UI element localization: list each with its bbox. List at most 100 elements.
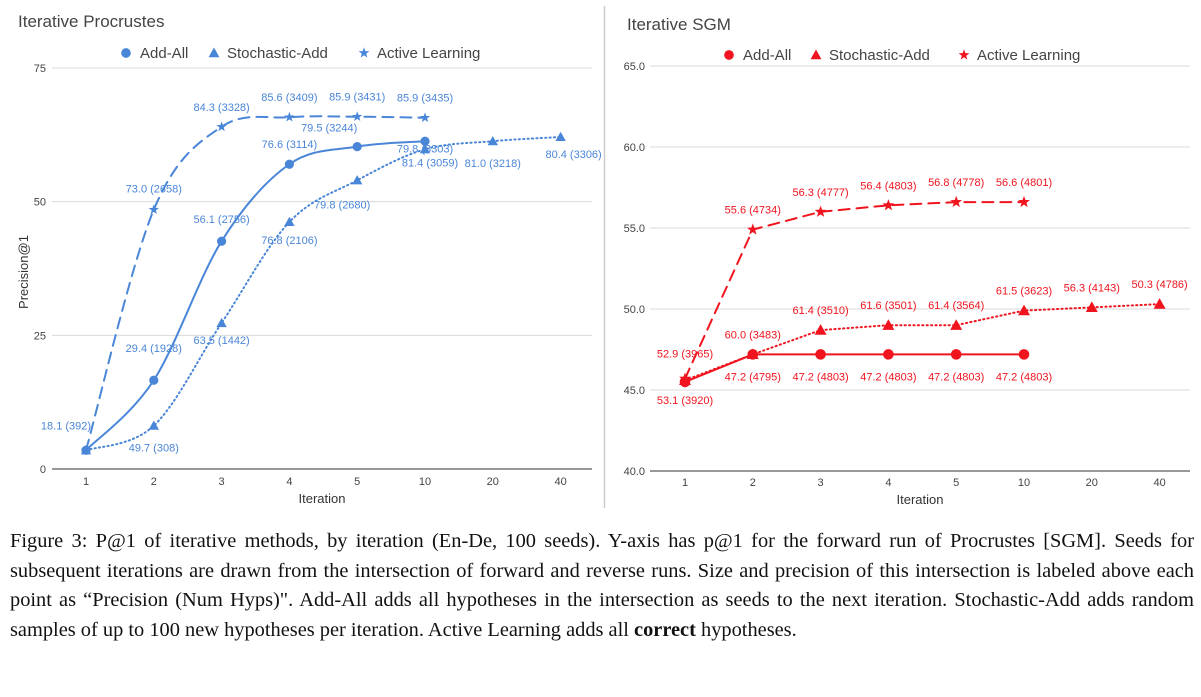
data-point-star: [419, 112, 431, 123]
data-point-star: [1018, 195, 1030, 208]
data-label: 47.2 (4803): [996, 371, 1052, 383]
data-label: 47.2 (4803): [792, 371, 848, 383]
legend-marker-triangle: [208, 47, 220, 58]
x-tick-label: 3: [818, 477, 824, 489]
data-label: 73.0 (2658): [126, 184, 182, 196]
x-tick-label: 1: [682, 477, 688, 489]
data-point-triangle: [950, 319, 963, 330]
data-label: 56.8 (4778): [928, 177, 984, 189]
data-label: 61.4 (3510): [792, 305, 848, 317]
data-label: 61.6 (3501): [860, 300, 916, 312]
data-label: 76.6 (3114): [262, 139, 317, 151]
data-point-star: [352, 111, 363, 122]
data-label: 81.0 (3218): [465, 158, 521, 170]
caption-text-2: hypotheses.: [695, 618, 797, 641]
chart-procrustes: Iterative Procrustes 0 25 50 75 1 2 3 4 5 10 20 40 It…: [16, 12, 602, 506]
legend-marker-circle: [121, 48, 131, 58]
data-point-triangle: [148, 420, 159, 430]
y-tick-label: 50.0: [624, 304, 645, 316]
data-label: 56.6 (4801): [996, 177, 1052, 189]
series-line: [684, 303, 1161, 382]
figure-caption: Figure 3: P@1 of iterative methods, by i…: [10, 527, 1194, 645]
data-point-circle: [420, 136, 430, 146]
y-tick-label: 40.0: [624, 466, 645, 478]
x-tick-label: 10: [419, 476, 431, 488]
series-line: [684, 353, 1025, 383]
x-tick-label: 20: [1086, 477, 1098, 489]
x-tick-label: 4: [885, 477, 891, 489]
data-label: 50.3 (4786): [1131, 279, 1187, 291]
data-point-circle: [284, 159, 294, 169]
data-label: 52.9 (3965): [657, 348, 713, 360]
x-axis-title: Iteration: [299, 491, 346, 506]
y-tick-label: 75: [34, 63, 46, 75]
data-label: 76.8 (2106): [261, 235, 317, 247]
x-tick-label: 1: [83, 476, 89, 488]
y-tick-label: 45.0: [624, 385, 645, 397]
legend-entry: Add-All: [140, 45, 188, 62]
y-tick-label: 50: [34, 197, 46, 209]
chart-title: Iterative Procrustes: [18, 12, 164, 31]
data-label-extra: 79.8 (3303): [397, 144, 453, 156]
data-point-triangle: [216, 317, 227, 328]
y-tick-label: 55.0: [624, 223, 645, 235]
data-label: 47.2 (4803): [928, 371, 984, 383]
chart-sgm: Iterative SGM 40.0 45.0 50.0 55.0 60.0 65.0 1 2 3…: [624, 15, 1190, 507]
data-point-triangle: [284, 216, 295, 227]
data-point-triangle: [814, 324, 827, 335]
data-label: 47.2 (4795): [725, 371, 781, 383]
y-axis-title: Precision@1: [16, 235, 31, 309]
y-tick-label: 60.0: [624, 142, 645, 154]
x-tick-label: 5: [953, 477, 959, 489]
data-point-circle: [352, 141, 362, 152]
x-axis-title: Iteration: [897, 492, 944, 507]
data-point-circle: [815, 349, 826, 360]
data-point-triangle: [555, 131, 566, 142]
data-point-triangle: [1153, 298, 1166, 309]
data-label: 80.4 (3306): [545, 149, 601, 161]
data-point-star: [746, 223, 759, 235]
y-tick-label: 25: [34, 330, 46, 342]
data-point-triangle: [746, 348, 759, 360]
x-tick-label: 10: [1018, 477, 1030, 489]
data-point-circle: [149, 375, 159, 385]
legend-entry: Stochastic-Add: [829, 47, 930, 64]
data-label: 85.9 (3435): [397, 93, 453, 105]
data-label: 63.5 (1442): [193, 335, 249, 347]
caption-text-1: Figure 3: P@1 of iterative methods, by i…: [10, 530, 1194, 641]
data-label: 61.4 (3564): [928, 300, 984, 312]
x-tick-label: 20: [487, 476, 499, 488]
data-label: 49.7 (308): [129, 443, 179, 455]
data-label: 85.9 (3431): [329, 92, 385, 104]
data-point-triangle: [352, 175, 363, 185]
data-point-circle: [950, 349, 962, 360]
data-point-triangle: [1085, 301, 1098, 313]
data-label: 60.0 (3483): [725, 329, 781, 341]
caption-bold-word: correct: [634, 618, 696, 641]
data-point-circle: [883, 349, 894, 360]
data-label-extra: 79.5 (3244): [301, 123, 357, 135]
series-line: [684, 201, 1025, 380]
data-label: 84.3 (3328): [193, 102, 249, 114]
legend-marker-star: [358, 47, 370, 58]
data-point-star: [80, 444, 92, 455]
legend-entry: Active Learning: [377, 45, 480, 62]
x-tick-label: 2: [750, 477, 756, 489]
y-tick-label: 65.0: [624, 61, 645, 73]
legend-entry: Stochastic-Add: [227, 45, 328, 62]
data-label: 56.3 (4777): [792, 187, 848, 199]
data-label: 53.1 (3920): [657, 395, 713, 407]
legend-marker-triangle: [810, 49, 822, 60]
data-label: 85.6 (3409): [261, 92, 317, 104]
legend-marker-star: [958, 49, 970, 60]
data-point-triangle: [487, 136, 498, 146]
data-label: 81.4 (3059): [402, 157, 458, 169]
data-point-circle: [1018, 349, 1030, 360]
data-point-star: [679, 372, 691, 384]
series-line: [85, 136, 562, 452]
data-label: 79.8 (2680): [314, 199, 370, 211]
x-tick-label: 3: [219, 476, 225, 488]
legend-marker-circle: [724, 50, 734, 60]
data-point-star: [148, 204, 159, 215]
series-line: [85, 115, 426, 452]
